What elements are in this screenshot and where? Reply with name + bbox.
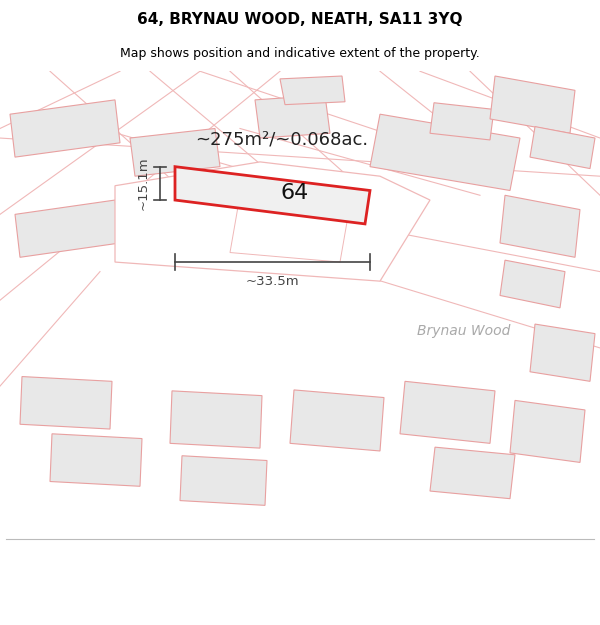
Polygon shape	[135, 181, 230, 224]
Polygon shape	[290, 390, 384, 451]
Polygon shape	[500, 195, 580, 258]
Polygon shape	[115, 162, 430, 281]
Text: 64, BRYNAU WOOD, NEATH, SA11 3YQ: 64, BRYNAU WOOD, NEATH, SA11 3YQ	[137, 12, 463, 28]
Polygon shape	[530, 324, 595, 381]
Polygon shape	[530, 127, 595, 169]
Polygon shape	[15, 200, 120, 258]
Polygon shape	[255, 95, 330, 138]
Polygon shape	[490, 76, 575, 133]
Text: ~275m²/~0.068ac.: ~275m²/~0.068ac.	[195, 131, 368, 149]
Text: ~33.5m: ~33.5m	[245, 276, 299, 288]
Polygon shape	[370, 114, 520, 191]
Polygon shape	[10, 100, 120, 157]
Polygon shape	[50, 434, 142, 486]
Polygon shape	[180, 456, 267, 506]
Polygon shape	[20, 376, 112, 429]
Polygon shape	[430, 447, 515, 499]
Polygon shape	[500, 260, 565, 308]
Polygon shape	[130, 129, 220, 176]
Text: 64: 64	[281, 183, 309, 203]
Text: Brynau Wood: Brynau Wood	[416, 324, 510, 338]
Polygon shape	[510, 401, 585, 462]
Polygon shape	[170, 391, 262, 448]
Polygon shape	[400, 381, 495, 443]
Text: Map shows position and indicative extent of the property.: Map shows position and indicative extent…	[120, 47, 480, 60]
Polygon shape	[175, 167, 370, 224]
Polygon shape	[430, 102, 494, 140]
Polygon shape	[230, 195, 350, 262]
Text: ~15.1m: ~15.1m	[137, 156, 150, 210]
Polygon shape	[280, 76, 345, 104]
